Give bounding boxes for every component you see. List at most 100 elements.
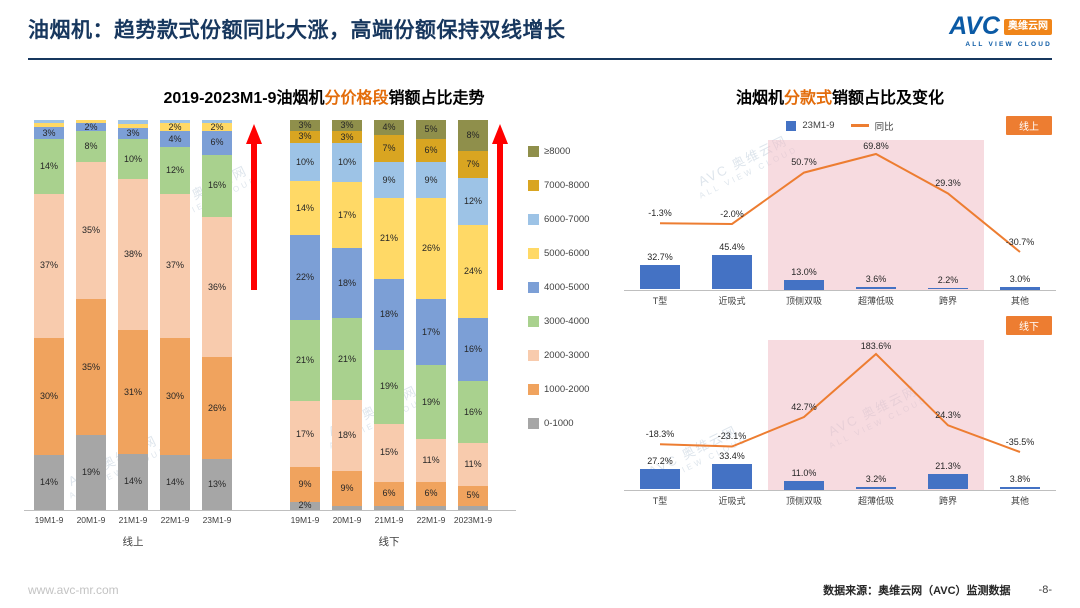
segment-value-label: 7% bbox=[382, 143, 396, 154]
segment-value-label: 21% bbox=[295, 355, 314, 366]
bar-segment: 9% bbox=[374, 162, 404, 198]
segment-value-label: 8% bbox=[84, 141, 98, 152]
bar-segment: 8% bbox=[76, 131, 106, 163]
bar-value-label: 3.8% bbox=[1009, 473, 1031, 484]
segment-value-label: 10% bbox=[123, 153, 142, 164]
segment-value-label: 21% bbox=[337, 353, 356, 364]
title-part: 销额占比走势 bbox=[388, 89, 485, 107]
x-axis-label: 22M1-9 bbox=[160, 514, 190, 525]
segment-value-label: 3% bbox=[340, 131, 354, 142]
stacked-bar: 9% 18% 21% 18% 17% 10% 3% 3% bbox=[332, 119, 362, 510]
x-axis-label: 跨界 bbox=[938, 295, 957, 306]
x-axis-label: 23M1-9 bbox=[202, 514, 232, 525]
bar-segment: 5% bbox=[416, 119, 446, 140]
bar-segment: 2% bbox=[290, 501, 320, 510]
segment-value-label: 22% bbox=[295, 272, 314, 283]
segment-value-label: 6% bbox=[424, 488, 438, 499]
x-axis-label: 跨界 bbox=[938, 495, 957, 506]
bar-segment: 21% bbox=[374, 197, 404, 280]
bar-segment bbox=[202, 119, 232, 124]
segment-value-label: 26% bbox=[421, 242, 440, 253]
segment-value-label: 4% bbox=[168, 133, 182, 144]
x-axis-label: 超薄低吸 bbox=[857, 295, 894, 306]
bar-segment: 10% bbox=[118, 139, 148, 180]
bar-segment: 16% bbox=[458, 318, 488, 381]
bar-value-label: 33.4% bbox=[719, 451, 745, 462]
title-part: 油烟机 bbox=[735, 89, 784, 107]
bar-segment: 19% bbox=[374, 349, 404, 424]
bar-segment: 16% bbox=[458, 380, 488, 444]
x-axis-label: 超薄低吸 bbox=[857, 495, 894, 506]
segment-value-label: 11% bbox=[422, 455, 440, 466]
highlight-region bbox=[768, 139, 984, 290]
segment-value-label: 15% bbox=[379, 447, 398, 458]
segment-value-label: 14% bbox=[165, 476, 184, 487]
bar-segment: 18% bbox=[332, 248, 362, 319]
segment-value-label: 4% bbox=[382, 121, 396, 132]
legend-swatch bbox=[528, 247, 539, 259]
segment-value-label: 10% bbox=[295, 156, 314, 167]
segment-value-label: 18% bbox=[337, 277, 356, 288]
bar-segment: 37% bbox=[160, 193, 190, 338]
avc-logo-text: AVC bbox=[949, 12, 1000, 40]
bar-segment: 12% bbox=[160, 146, 190, 194]
segment-value-label: 6% bbox=[424, 145, 438, 156]
segment-value-label: 13% bbox=[207, 478, 226, 489]
share-bar bbox=[712, 464, 752, 490]
x-axis-label: 19M1-9 bbox=[290, 514, 320, 525]
trend-up-arrow bbox=[492, 123, 508, 290]
bar-value-label: 11.0% bbox=[791, 468, 817, 479]
x-axis-label: 近吸式 bbox=[718, 495, 746, 506]
bar-segment bbox=[374, 505, 404, 510]
yoy-line bbox=[659, 152, 1021, 253]
segment-value-label: 14% bbox=[123, 476, 142, 487]
legend-label: ≥8000 bbox=[544, 145, 571, 157]
avc-logo-cn-tag: 奥维云网 bbox=[1004, 18, 1052, 35]
bar-value-label: 2.2% bbox=[937, 274, 959, 285]
segment-value-label: 5% bbox=[466, 490, 480, 501]
segment-value-label: 18% bbox=[337, 429, 356, 440]
legend-label: 2000-3000 bbox=[544, 349, 590, 361]
bar-segment: 21% bbox=[332, 318, 362, 401]
segment-value-label: 3% bbox=[298, 119, 312, 130]
legend-label: 3000-4000 bbox=[544, 315, 590, 327]
highlight-region bbox=[768, 339, 984, 490]
segment-value-label: 37% bbox=[165, 260, 184, 271]
website-link[interactable]: www.avc-mr.com bbox=[28, 583, 119, 597]
legend-swatch bbox=[528, 179, 539, 191]
segment-value-label: 10% bbox=[337, 156, 356, 167]
bar-segment: 35% bbox=[76, 298, 106, 436]
legend-item: 6000-7000 bbox=[528, 213, 589, 225]
price-chart-title: 2019-2023M1-9油烟机分价格段销额占比走势 bbox=[24, 84, 624, 108]
bar-segment: 11% bbox=[458, 443, 488, 487]
legend-swatch bbox=[528, 315, 539, 327]
bar-segment: 4% bbox=[160, 131, 190, 147]
segment-value-label: 8% bbox=[466, 129, 480, 140]
x-axis-label: 2023M1-9 bbox=[453, 514, 493, 525]
bar-segment: 14% bbox=[290, 181, 320, 236]
legend-label: 4000-5000 bbox=[544, 281, 590, 293]
combo-chart-offline: 27.2% T型 33.4% 近吸式 11.0% 顶侧双吸 3.2% 超薄低吸 21.3% 跨界 3… bbox=[624, 339, 1056, 512]
legend-label: 1000-2000 bbox=[544, 383, 590, 395]
bar-segment: 18% bbox=[332, 400, 362, 471]
bar-segment: 19% bbox=[76, 435, 106, 510]
bar-segment: 30% bbox=[34, 337, 64, 455]
segment-value-label: 21% bbox=[379, 232, 398, 243]
yoy-value-label: -23.1% bbox=[717, 430, 747, 441]
segment-value-label: 26% bbox=[207, 402, 226, 413]
bar-segment: 18% bbox=[374, 279, 404, 350]
segment-value-label: 14% bbox=[39, 160, 58, 171]
bar-segment: 14% bbox=[118, 453, 148, 510]
segment-value-label: 2% bbox=[168, 121, 182, 132]
combo-plot: 27.2% T型 33.4% 近吸式 11.0% 顶侧双吸 3.2% 超薄低吸 21.3% 跨界 3… bbox=[624, 339, 1056, 512]
segment-value-label: 36% bbox=[207, 281, 226, 292]
title-part: 2019-2023M1-9油烟机 bbox=[163, 89, 325, 107]
segment-value-label: 19% bbox=[421, 396, 440, 407]
legend-swatch bbox=[528, 349, 539, 361]
legend-item: 5000-6000 bbox=[528, 247, 589, 259]
share-bar bbox=[1000, 486, 1040, 490]
x-axis-label: 21M1-9 bbox=[118, 514, 148, 525]
bar-segment bbox=[416, 505, 446, 510]
segment-value-label: 18% bbox=[379, 309, 398, 320]
